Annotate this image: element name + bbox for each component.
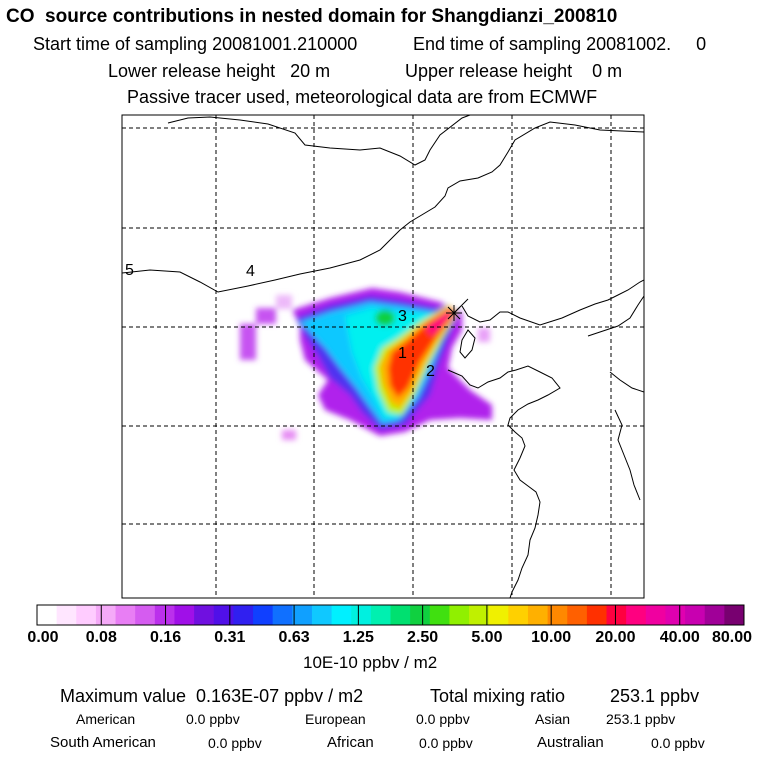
- tracer-note: Passive tracer used, meteorological data…: [127, 87, 598, 107]
- colorbar-tick-label: 5.00: [471, 629, 503, 646]
- colorbar-tick-label: 1.25: [342, 629, 374, 646]
- region-name-australian: Australian: [537, 734, 604, 751]
- colorbar-unit-label: 10E-10 ppbv / m2: [303, 653, 438, 672]
- concentration-plume: [240, 288, 492, 440]
- region-value-south-american: 0.0 ppbv: [208, 735, 262, 751]
- coastline-lines: [122, 115, 644, 598]
- region-name-asian: Asian: [535, 711, 571, 727]
- colorbar-tick-label: 0.31: [214, 629, 246, 646]
- colorbar-tick-label: 2.50: [407, 629, 439, 646]
- region-name-african: African: [327, 734, 374, 751]
- colorbar-tick-label: 80.00: [711, 629, 753, 646]
- region-label-5: 5: [125, 262, 134, 279]
- max-value-label: Maximum value 0.163E-07 ppbv / m2: [60, 686, 364, 706]
- figure-title: CO source contributions in nested domain…: [6, 6, 618, 27]
- region-label-4: 4: [246, 263, 255, 280]
- map-frame: [121, 114, 645, 599]
- lower-release-label: Lower release height 20 m: [108, 61, 331, 81]
- region-value-european: 0.0 ppbv: [416, 711, 470, 727]
- end-time-label: End time of sampling 20081002. 0: [413, 34, 707, 54]
- colorbar-tick-label: 0.63: [278, 629, 310, 646]
- lat-lon-grid: [122, 115, 644, 598]
- region-label-3: 3: [398, 308, 407, 325]
- region-name-south-american: South American: [50, 734, 156, 751]
- region-value-american: 0.0 ppbv: [186, 711, 240, 727]
- region-value-asian: 253.1 ppbv: [606, 711, 676, 727]
- region-name-american: American: [76, 711, 136, 727]
- region-label-2: 2: [426, 363, 435, 380]
- colorbar-tick-label: 0.00: [27, 629, 59, 646]
- start-time-label: Start time of sampling 20081001.210000: [33, 34, 358, 54]
- total-mixing-label: Total mixing ratio: [430, 686, 566, 706]
- total-mixing-value: 253.1 ppbv: [610, 686, 700, 706]
- region-value-african: 0.0 ppbv: [419, 735, 473, 751]
- upper-release-label: Upper release height 0 m: [405, 61, 623, 81]
- region-value-australian: 0.0 ppbv: [651, 735, 705, 751]
- colorbar-tick-label: 40.00: [659, 629, 700, 646]
- colorbar-tick-label: 0.16: [149, 629, 182, 646]
- station-marker-icon: [446, 298, 469, 321]
- region-name-european: European: [305, 711, 366, 727]
- colorbar-tick-label: 10.00: [531, 629, 572, 646]
- colorbar-tick-label: 20.00: [595, 629, 636, 646]
- colorbar-tick-label: 0.08: [85, 629, 117, 646]
- region-label-1: 1: [398, 345, 407, 362]
